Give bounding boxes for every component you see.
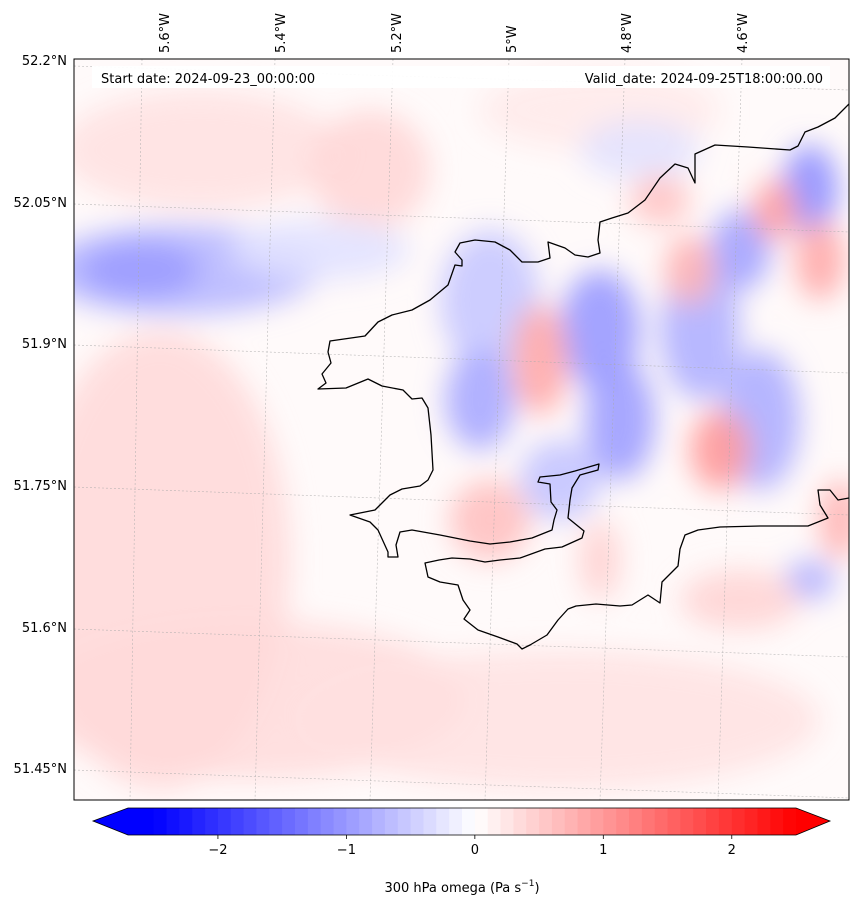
- colorbar-cell: [564, 808, 579, 835]
- map-frame: [73, 58, 850, 801]
- colorbar: −2 −1 0 1 2 300 hPa omega (Pa s−1): [91, 807, 832, 896]
- lat-label: 52.2°N: [22, 54, 67, 69]
- colorbar-cell: [192, 808, 206, 835]
- colorbar-label: 300 hPa omega (Pa s−1): [384, 879, 539, 896]
- colorbar-cell: [217, 808, 232, 835]
- colorbar-cell: [359, 808, 373, 835]
- start-date-label: Start date: 2024-09-23_00:00:00: [101, 72, 315, 87]
- colorbar-cell: [783, 808, 797, 835]
- gridlines: [74, 59, 849, 800]
- colorbar-cell: [128, 808, 142, 835]
- colorbar-cell: [295, 808, 309, 835]
- colorbar-cell: [282, 808, 296, 835]
- colorbar-cell: [577, 808, 592, 835]
- colorbar-cell: [449, 808, 463, 835]
- colorbar-cell: [410, 808, 425, 835]
- colorbar-cell: [423, 808, 437, 835]
- colorbar-cell: [629, 808, 643, 835]
- colorbar-tick-label: 2: [728, 843, 736, 858]
- lon-label: 5°W: [505, 25, 520, 53]
- colorbar-cell: [500, 808, 514, 835]
- colorbar-cell: [372, 808, 386, 835]
- colorbar-cell: [654, 808, 669, 835]
- colorbar-cells: [128, 808, 797, 835]
- colorbar-cell: [397, 808, 412, 835]
- lat-label: 51.6°N: [22, 621, 67, 636]
- colorbar-tick-label: 0: [471, 843, 479, 858]
- colorbar-cell: [474, 808, 489, 835]
- colorbar-cell: [320, 808, 335, 835]
- lon-label: 4.8°W: [620, 13, 635, 53]
- colorbar-cell: [641, 808, 656, 835]
- colorbar-cell: [256, 808, 270, 835]
- lat-label: 51.45°N: [14, 762, 67, 777]
- lat-label: 52.05°N: [14, 196, 67, 211]
- colorbar-cell: [551, 808, 566, 835]
- colorbar-cell: [205, 808, 219, 835]
- colorbar-cell: [230, 808, 245, 835]
- colorbar-cell: [757, 808, 771, 835]
- colorbar-cell: [166, 808, 180, 835]
- omega-field: [74, 70, 849, 790]
- colorbar-cell: [616, 808, 630, 835]
- colorbar-tick-label: −1: [337, 843, 356, 858]
- lat-label: 51.75°N: [14, 479, 67, 494]
- colorbar-cell: [513, 808, 527, 835]
- lat-label: 51.9°N: [22, 337, 67, 352]
- colorbar-cell: [718, 808, 733, 835]
- colorbar-cell: [384, 808, 399, 835]
- longitude-labels: 5.6°W 5.4°W 5.2°W 5°W 4.8°W 4.6°W: [158, 13, 751, 53]
- colorbar-min-extend: [93, 808, 128, 835]
- lon-label: 5.6°W: [158, 13, 173, 53]
- colorbar-tick-label: −2: [208, 843, 227, 858]
- colorbar-cell: [462, 808, 476, 835]
- lon-label: 5.2°W: [390, 13, 405, 53]
- header-band: [92, 66, 830, 88]
- colorbar-cell: [179, 808, 193, 835]
- colorbar-cell: [243, 808, 258, 835]
- lon-label: 5.4°W: [274, 13, 289, 53]
- colorbar-cell: [487, 808, 502, 835]
- colorbar-cell: [269, 808, 283, 835]
- colorbar-cell: [153, 808, 168, 835]
- colorbar-cell: [590, 808, 604, 835]
- colorbar-cell: [346, 808, 360, 835]
- colorbar-cell: [693, 808, 707, 835]
- latitude-labels: 52.2°N 52.05°N 51.9°N 51.75°N 51.6°N 51.…: [14, 54, 67, 777]
- colorbar-cell: [539, 808, 553, 835]
- colorbar-tick-label: 1: [599, 843, 607, 858]
- colorbar-cell: [436, 808, 450, 835]
- colorbar-cell: [667, 808, 681, 835]
- colorbar-cell: [731, 808, 746, 835]
- colorbar-cell: [333, 808, 347, 835]
- colorbar-cell: [706, 808, 720, 835]
- colorbar-cell: [526, 808, 540, 835]
- colorbar-cell: [744, 808, 759, 835]
- coastline: [317, 103, 849, 650]
- colorbar-cell: [307, 808, 322, 835]
- colorbar-max-extend: [796, 808, 830, 835]
- lon-label: 4.6°W: [736, 13, 751, 53]
- map-area: Start date: 2024-09-23_00:00:00 Valid_da…: [74, 59, 849, 800]
- colorbar-cell: [680, 808, 694, 835]
- colorbar-cell: [770, 808, 784, 835]
- valid-date-label: Valid_date: 2024-09-25T18:00:00.00: [585, 72, 823, 87]
- colorbar-cell: [140, 808, 155, 835]
- colorbar-cell: [603, 808, 617, 835]
- colorbar-outline: [91, 807, 832, 836]
- colorbar-ticks: −2 −1 0 1 2: [208, 835, 736, 858]
